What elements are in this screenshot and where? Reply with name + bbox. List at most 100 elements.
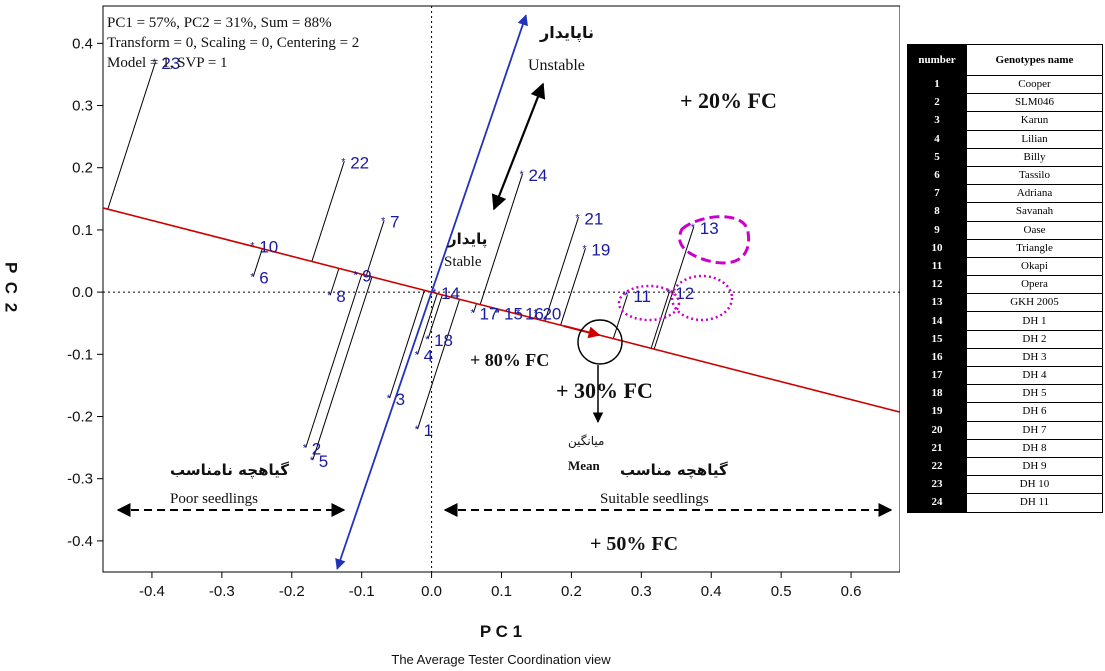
label-stable-fa: پایدار xyxy=(447,230,487,249)
legend-number: 17 xyxy=(907,365,967,386)
label-stable-en: Stable xyxy=(444,254,482,270)
legend-number: 15 xyxy=(907,329,967,349)
legend-genotype-name: DH 10 xyxy=(966,475,1103,495)
y-axis-title: P C 2 xyxy=(2,262,21,314)
plot-frame xyxy=(102,5,900,573)
label-fc50: + 50% FC xyxy=(590,533,678,555)
legend-number: 4 xyxy=(907,129,967,149)
info-line-2: Transform = 0, Scaling = 0, Centering = … xyxy=(107,35,359,51)
x-tick-label: -0.3 xyxy=(209,583,235,600)
table-row: 6 Tassilo xyxy=(907,165,1103,186)
table-row: 12 Opera xyxy=(907,275,1103,295)
legend-number: 2 xyxy=(907,93,967,113)
y-tick-label: 0.4 xyxy=(72,35,93,52)
legend-genotype-name: Karun xyxy=(966,111,1103,131)
y-tick-label: -0.1 xyxy=(67,346,93,363)
table-row: 7 Adriana xyxy=(907,184,1103,204)
legend-genotype-name: DH 6 xyxy=(966,402,1103,422)
legend-genotype-name: Oase xyxy=(966,220,1103,240)
x-tick-label: -0.2 xyxy=(279,583,305,600)
table-row: 23 DH 10 xyxy=(907,475,1103,495)
projection-line xyxy=(305,274,363,448)
genotype-label: 11 xyxy=(633,287,651,306)
genotype-marker: * xyxy=(516,308,521,320)
legend-number: 14 xyxy=(907,311,967,331)
chart-caption: The Average Tester Coordination view xyxy=(391,652,611,667)
legend-number: 18 xyxy=(907,384,967,404)
x-tick-label: -0.1 xyxy=(349,583,375,600)
x-tick-label: 0.3 xyxy=(631,583,652,600)
table-row: 24 DH 11 xyxy=(907,493,1103,513)
y-tick-label: -0.2 xyxy=(67,409,93,426)
legend-genotype-name: DH 9 xyxy=(966,456,1103,477)
genotype-marker: * xyxy=(533,308,538,320)
legend-genotype-name: Savanah xyxy=(966,202,1103,222)
label-mean-fa: میانگین xyxy=(568,434,604,449)
genotype-marker: * xyxy=(341,156,346,168)
legend-genotype-name: SLM046 xyxy=(966,93,1103,113)
legend-genotype-name: DH 7 xyxy=(966,420,1103,440)
genotype-label: 15 xyxy=(504,305,523,324)
x-tick-label: 0.4 xyxy=(701,583,722,600)
genotype-marker: * xyxy=(415,424,420,436)
legend-number: 21 xyxy=(907,438,967,458)
genotype-label: 21 xyxy=(584,209,603,228)
legend-number: 23 xyxy=(907,475,967,495)
x-tick-label: -0.4 xyxy=(139,583,165,600)
label-fc80: + 80% FC xyxy=(470,350,549,370)
table-row: 11 Okapi xyxy=(907,256,1103,277)
legend-genotype-name: DH 4 xyxy=(966,365,1103,386)
label-mean-en: Mean xyxy=(568,458,601,473)
genotype-marker: * xyxy=(353,270,358,282)
genotype-label: 23 xyxy=(161,54,180,73)
y-axis: -0.4 -0.3 -0.2 -0.1 0.0 0.1 0.2 0.3 0.4 xyxy=(67,35,103,550)
legend-number: 9 xyxy=(907,220,967,240)
genotype-marker: * xyxy=(432,287,437,299)
genotype-label: 12 xyxy=(675,284,694,303)
genotype-label: 14 xyxy=(441,284,460,303)
highlight-outline-11 xyxy=(617,284,681,322)
genotype-marker: * xyxy=(575,212,580,224)
genotype-label: 7 xyxy=(390,213,399,232)
legend-number: 7 xyxy=(907,184,967,204)
table-row: 20 DH 7 xyxy=(907,420,1103,440)
genotype-marker: * xyxy=(691,222,696,234)
legend-number: 24 xyxy=(907,493,967,513)
projection-line xyxy=(107,61,156,210)
legend-genotype-name: Opera xyxy=(966,275,1103,295)
table-row: 5 Billy xyxy=(907,147,1103,167)
x-axis-title: P C 1 xyxy=(480,622,522,641)
x-tick-label: 0.1 xyxy=(491,583,512,600)
legend-genotype-name: DH 2 xyxy=(966,329,1103,349)
projection-line xyxy=(311,161,345,262)
legend-genotype-name: Lilian xyxy=(966,129,1103,149)
projection-line xyxy=(612,295,628,339)
legend-number: 22 xyxy=(907,456,967,477)
y-tick-label: 0.3 xyxy=(72,98,93,115)
genotype-marker: * xyxy=(666,287,671,299)
genotype-label: 9 xyxy=(362,267,371,286)
genotype-label: 16 xyxy=(525,305,544,324)
table-row: 2 SLM046 xyxy=(907,93,1103,113)
genotype-label: 20 xyxy=(542,305,561,324)
legend-header-name: Genotypes name xyxy=(966,44,1103,76)
genotype-label: 10 xyxy=(259,237,278,256)
legend-genotype-name: Triangle xyxy=(966,238,1103,258)
x-tick-label: 0.5 xyxy=(771,583,792,600)
table-row: 8 Savanah xyxy=(907,202,1103,222)
legend-header-row: number Genotypes name xyxy=(907,44,1103,76)
genotype-marker: * xyxy=(152,57,157,69)
legend-genotype-name: Billy xyxy=(966,147,1103,167)
legend-number: 10 xyxy=(907,238,967,258)
table-row: 21 DH 8 xyxy=(907,438,1103,458)
table-row: 15 DH 2 xyxy=(907,329,1103,349)
genotype-label: 19 xyxy=(591,241,610,260)
y-tick-label: 0.2 xyxy=(72,160,93,177)
genotype-label: 1 xyxy=(424,421,433,440)
legend-number: 12 xyxy=(907,275,967,295)
table-row: 1 Cooper xyxy=(907,74,1103,95)
legend-genotype-name: GKH 2005 xyxy=(966,293,1103,313)
x-tick-label: 0.0 xyxy=(421,583,442,600)
legend-genotype-name: Okapi xyxy=(966,256,1103,277)
highlight-outline-12 xyxy=(670,274,734,322)
